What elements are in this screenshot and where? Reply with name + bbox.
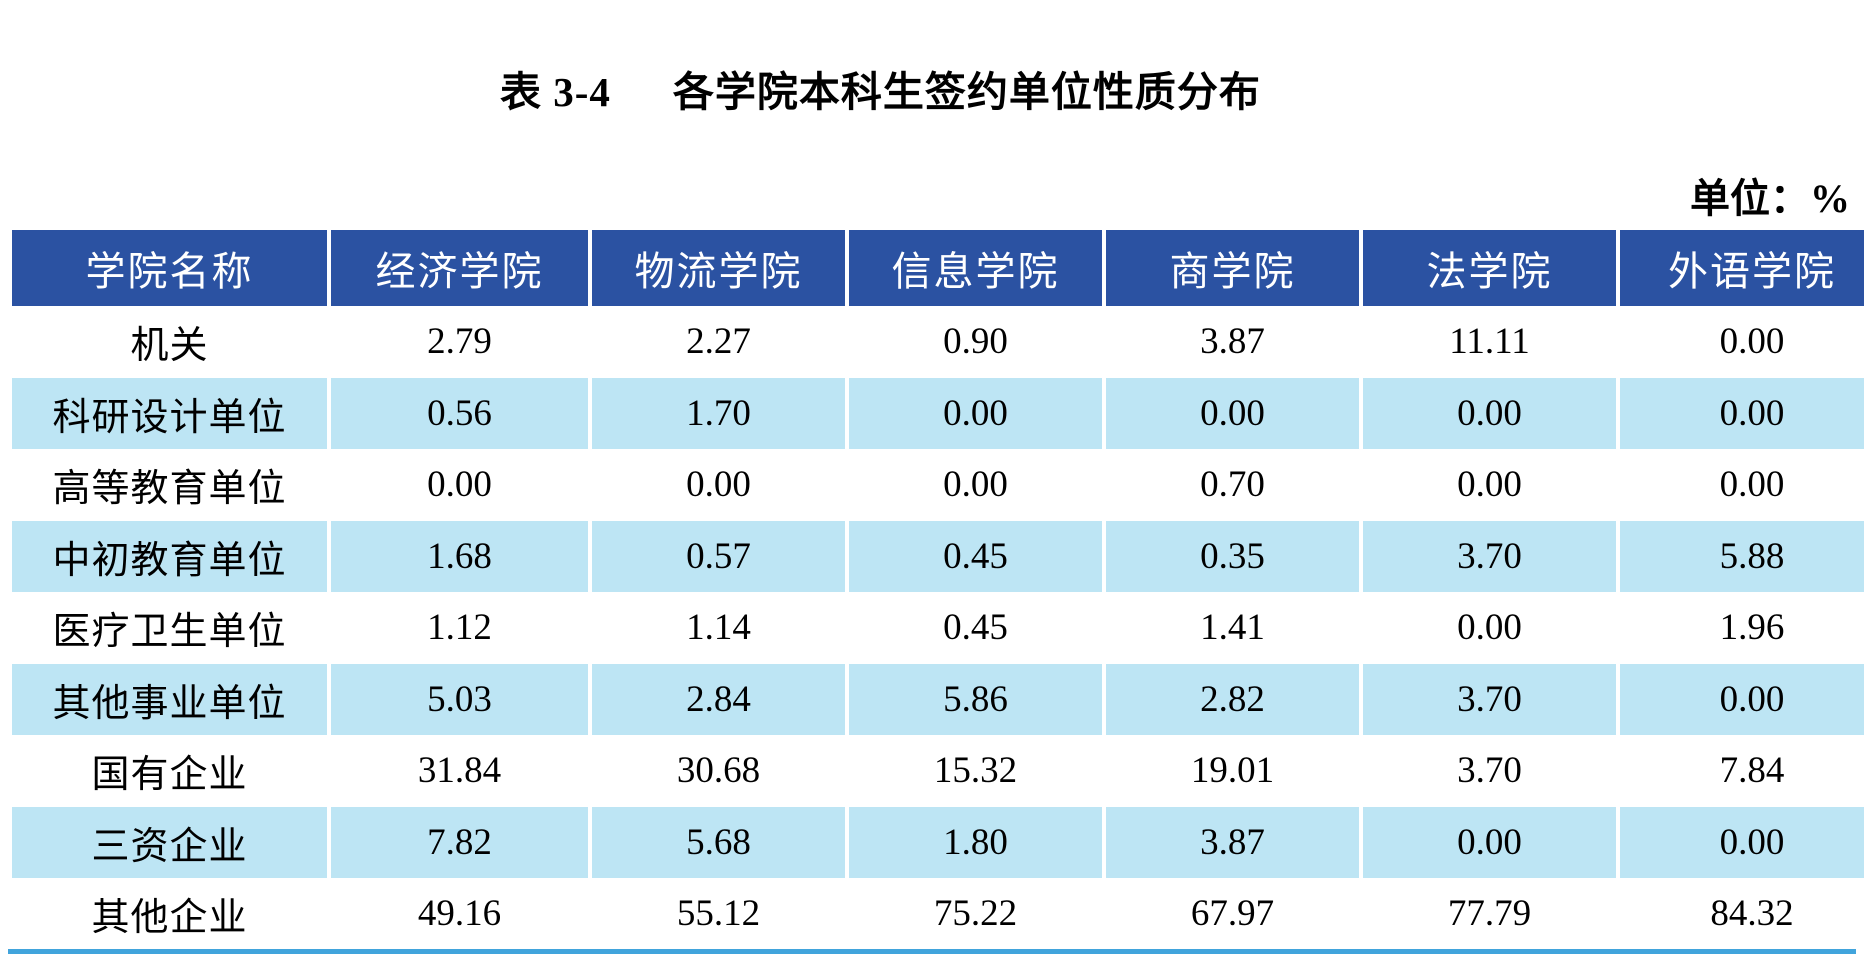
row-label-cell: 医疗卫生单位	[12, 592, 327, 664]
value-cell: 11.11	[1363, 306, 1616, 378]
value-cell: 0.70	[1106, 449, 1359, 521]
value-cell: 5.88	[1620, 520, 1864, 592]
unit-label: 单位：%	[1690, 176, 1850, 221]
bottom-rule	[8, 949, 1856, 954]
value-cell: 2.84	[592, 663, 845, 735]
value-cell: 15.32	[849, 735, 1102, 807]
table-row: 高等教育单位 0.00 0.00 0.00 0.70 0.00 0.00	[12, 449, 1864, 521]
value-cell: 2.79	[331, 306, 588, 378]
value-cell: 0.00	[849, 377, 1102, 449]
value-cell: 0.00	[849, 449, 1102, 521]
row-label-cell: 其他事业单位	[12, 663, 327, 735]
value-cell: 0.56	[331, 377, 588, 449]
value-cell: 0.00	[331, 449, 588, 521]
row-label-cell: 机关	[12, 306, 327, 378]
value-cell: 5.03	[331, 663, 588, 735]
header-cell: 商学院	[1106, 230, 1359, 306]
value-cell: 5.68	[592, 806, 845, 878]
value-cell: 77.79	[1363, 878, 1616, 950]
value-cell: 0.00	[1363, 806, 1616, 878]
row-label-cell: 国有企业	[12, 735, 327, 807]
value-cell: 1.68	[331, 520, 588, 592]
value-cell: 0.45	[849, 592, 1102, 664]
value-cell: 0.00	[1363, 377, 1616, 449]
value-cell: 3.70	[1363, 735, 1616, 807]
table-row: 医疗卫生单位 1.12 1.14 0.45 1.41 0.00 1.96	[12, 592, 1864, 664]
signing-unit-distribution-table: 学院名称 经济学院 物流学院 信息学院 商学院 法学院 外语学院 机关 2.79 2.27 0.9…	[8, 230, 1864, 950]
table-row: 科研设计单位 0.56 1.70 0.00 0.00 0.00 0.00	[12, 377, 1864, 449]
value-cell: 1.41	[1106, 592, 1359, 664]
value-cell: 75.22	[849, 878, 1102, 950]
table-row: 其他事业单位 5.03 2.84 5.86 2.82 3.70 0.00	[12, 663, 1864, 735]
table-row: 机关 2.79 2.27 0.90 3.87 11.11 0.00	[12, 306, 1864, 378]
header-cell: 经济学院	[331, 230, 588, 306]
value-cell: 30.68	[592, 735, 845, 807]
value-cell: 0.35	[1106, 520, 1359, 592]
value-cell: 67.97	[1106, 878, 1359, 950]
header-cell: 物流学院	[592, 230, 845, 306]
value-cell: 3.87	[1106, 806, 1359, 878]
row-label-cell: 高等教育单位	[12, 449, 327, 521]
value-cell: 31.84	[331, 735, 588, 807]
value-cell: 3.70	[1363, 520, 1616, 592]
value-cell: 1.96	[1620, 592, 1864, 664]
header-row: 学院名称 经济学院 物流学院 信息学院 商学院 法学院 外语学院	[12, 230, 1864, 306]
value-cell: 84.32	[1620, 878, 1864, 950]
value-cell: 1.80	[849, 806, 1102, 878]
table-row: 国有企业 31.84 30.68 15.32 19.01 3.70 7.84	[12, 735, 1864, 807]
table-title-text: 各学院本科生签约单位性质分布	[672, 69, 1261, 115]
value-cell: 19.01	[1106, 735, 1359, 807]
row-label-cell: 三资企业	[12, 806, 327, 878]
value-cell: 0.00	[1620, 449, 1864, 521]
value-cell: 0.00	[1620, 306, 1864, 378]
table-row: 三资企业 7.82 5.68 1.80 3.87 0.00 0.00	[12, 806, 1864, 878]
header-cell: 外语学院	[1620, 230, 1864, 306]
value-cell: 0.00	[592, 449, 845, 521]
table-number-label: 表 3-4	[500, 69, 611, 115]
value-cell: 0.00	[1620, 806, 1864, 878]
value-cell: 1.14	[592, 592, 845, 664]
value-cell: 5.86	[849, 663, 1102, 735]
table-row: 其他企业 49.16 55.12 75.22 67.97 77.79 84.32	[12, 878, 1864, 950]
row-label-cell: 中初教育单位	[12, 520, 327, 592]
value-cell: 49.16	[331, 878, 588, 950]
table-body: 机关 2.79 2.27 0.90 3.87 11.11 0.00 科研设计单位 0.56 1.7…	[12, 306, 1864, 950]
value-cell: 7.84	[1620, 735, 1864, 807]
value-cell: 0.57	[592, 520, 845, 592]
value-cell: 0.00	[1106, 377, 1359, 449]
value-cell: 3.70	[1363, 663, 1616, 735]
value-cell: 2.27	[592, 306, 845, 378]
value-cell: 0.00	[1620, 663, 1864, 735]
header-cell-college-name: 学院名称	[12, 230, 327, 306]
page-title: 表 3-4 各学院本科生签约单位性质分布	[500, 58, 1261, 118]
value-cell: 0.90	[849, 306, 1102, 378]
value-cell: 1.70	[592, 377, 845, 449]
row-label-cell: 其他企业	[12, 878, 327, 950]
row-label-cell: 科研设计单位	[12, 377, 327, 449]
value-cell: 2.82	[1106, 663, 1359, 735]
value-cell: 0.00	[1363, 592, 1616, 664]
value-cell: 0.00	[1620, 377, 1864, 449]
value-cell: 0.00	[1363, 449, 1616, 521]
value-cell: 55.12	[592, 878, 845, 950]
header-cell: 信息学院	[849, 230, 1102, 306]
value-cell: 1.12	[331, 592, 588, 664]
value-cell: 3.87	[1106, 306, 1359, 378]
value-cell: 7.82	[331, 806, 588, 878]
value-cell: 0.45	[849, 520, 1102, 592]
table-row: 中初教育单位 1.68 0.57 0.45 0.35 3.70 5.88	[12, 520, 1864, 592]
header-cell: 法学院	[1363, 230, 1616, 306]
